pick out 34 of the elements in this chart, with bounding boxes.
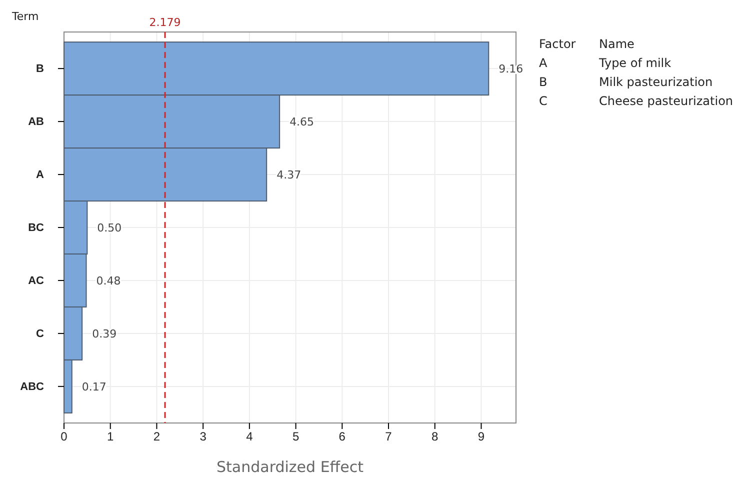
- y-tick-label: AB: [28, 116, 44, 128]
- x-tick-label: 4: [246, 430, 254, 444]
- text: Cheese pasteurization: [599, 94, 734, 108]
- data-label: 0.48: [96, 274, 121, 288]
- x-tick-label: 2: [153, 430, 160, 444]
- data-label: 4.65: [290, 115, 314, 128]
- y-axis-title: Term: [11, 10, 39, 23]
- data-label: 0.50: [97, 221, 122, 234]
- x-tick-label: 7: [385, 430, 392, 444]
- y-tick-label: AC: [28, 275, 44, 287]
- x-tick-label: 8: [432, 430, 439, 444]
- y-tick-label: BC: [28, 222, 44, 234]
- y-tick-label: A: [36, 169, 44, 182]
- x-tick-label: 9: [478, 430, 485, 444]
- x-tick-label: 0: [60, 430, 68, 444]
- text: C: [539, 94, 548, 108]
- y-tick-label: B: [36, 63, 44, 76]
- text: A: [539, 56, 548, 70]
- text: Milk pasteurization: [599, 75, 713, 89]
- data-label: 0.39: [92, 327, 117, 340]
- ref-line-label: 2.179: [149, 16, 181, 29]
- y-tick-label: ABC: [20, 380, 44, 393]
- x-tick-label: 6: [338, 430, 346, 444]
- x-tick-label: 1: [107, 430, 114, 444]
- x-tick-label: 3: [200, 430, 207, 444]
- text: Factor: [539, 37, 576, 51]
- data-label: 0.17: [82, 380, 106, 394]
- y-tick-label: C: [36, 328, 44, 340]
- x-axis-title: Standardized Effect: [216, 458, 364, 476]
- x-tick-label: 5: [292, 430, 300, 444]
- text: Type of milk: [598, 56, 672, 70]
- text: Name: [599, 37, 634, 51]
- text: B: [539, 75, 548, 89]
- data-label: 4.37: [276, 168, 302, 182]
